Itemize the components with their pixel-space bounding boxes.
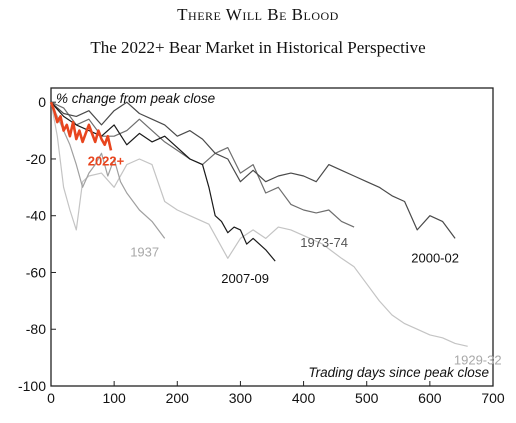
x-tick-label: 200 — [166, 390, 190, 406]
series-label-1937: 1937 — [130, 244, 159, 259]
series-label-2000-02: 2000-02 — [411, 250, 459, 265]
x-tick-label: 600 — [418, 390, 442, 406]
series-label-2022+: 2022+ — [88, 153, 125, 168]
x-tick-label: 400 — [292, 390, 316, 406]
series-line-2022+ — [49, 101, 113, 151]
x-tick-label: 700 — [481, 390, 505, 406]
y-tick-label: -80 — [26, 321, 46, 337]
series-line-2000-02 — [50, 101, 456, 239]
series-label-1973-74: 1973-74 — [300, 235, 348, 250]
series-label-2007-09: 2007-09 — [221, 271, 269, 286]
series-line-1937 — [50, 101, 166, 239]
y-tick-label: -40 — [26, 208, 46, 224]
x-tick-label: 100 — [102, 390, 126, 406]
chart-subtitle: The 2022+ Bear Market in Historical Pers… — [90, 38, 426, 57]
x-tick-label: 300 — [229, 390, 253, 406]
y-tick-label: -100 — [18, 378, 46, 394]
plot-frame — [50, 87, 494, 387]
x-tick-label: 500 — [355, 390, 379, 406]
y-tick-label: 0 — [38, 94, 46, 110]
series-label-1929-32: 1929-32 — [454, 352, 502, 367]
series-line-1929-32 — [50, 102, 468, 347]
y-axis-label: % change from peak close — [56, 91, 215, 106]
chart-title: There Will Be Blood — [177, 5, 339, 24]
y-tick-label: -60 — [26, 264, 46, 280]
y-tick-label: -20 — [26, 151, 46, 167]
x-axis-label: Trading days since peak close — [308, 365, 489, 380]
x-tick-label: 0 — [47, 390, 55, 406]
